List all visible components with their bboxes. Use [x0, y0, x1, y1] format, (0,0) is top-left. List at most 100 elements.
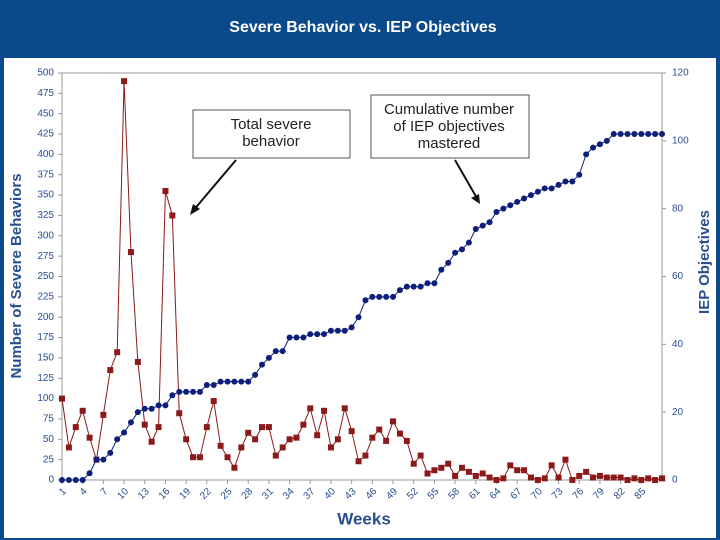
point — [279, 348, 286, 355]
point — [424, 280, 431, 287]
point — [107, 367, 114, 374]
y2-tick-label: 0 — [672, 475, 678, 486]
point — [245, 429, 252, 436]
point — [196, 388, 203, 395]
point — [307, 405, 314, 412]
point — [286, 334, 293, 341]
point — [583, 151, 590, 158]
point — [155, 424, 162, 431]
y-tick-label: 300 — [37, 230, 54, 241]
point — [327, 444, 334, 451]
point — [100, 456, 107, 463]
point — [383, 293, 390, 300]
annotation-box — [192, 109, 351, 159]
point — [321, 407, 328, 414]
point — [86, 434, 93, 441]
point — [486, 219, 493, 226]
point — [631, 131, 638, 138]
y-tick-label: 100 — [37, 393, 54, 404]
point — [472, 472, 479, 479]
point — [252, 436, 259, 443]
point — [293, 334, 300, 341]
point — [169, 212, 176, 219]
annotation-arrowhead — [190, 204, 200, 215]
point — [452, 249, 459, 256]
y2-tick-label: 20 — [672, 407, 684, 418]
point — [438, 464, 445, 471]
point — [576, 472, 583, 479]
point — [603, 474, 610, 481]
point — [541, 185, 548, 192]
point — [162, 188, 169, 195]
point — [121, 429, 128, 436]
point — [514, 467, 521, 474]
point — [59, 477, 65, 483]
point — [148, 438, 155, 445]
point — [321, 331, 328, 338]
point — [293, 434, 300, 441]
point — [624, 477, 631, 483]
annotation-arrow — [191, 159, 237, 213]
point — [596, 472, 603, 479]
y-tick-label: 475 — [37, 88, 54, 99]
point — [348, 428, 355, 435]
point — [562, 178, 569, 185]
y2-tick-label: 100 — [672, 135, 689, 146]
point — [362, 452, 369, 459]
point — [72, 424, 79, 431]
chart-panel — [4, 58, 716, 538]
point — [107, 449, 114, 456]
point — [638, 131, 645, 138]
y-tick-label: 150 — [37, 353, 54, 364]
point — [65, 444, 72, 451]
point — [396, 430, 403, 437]
y-tick-label: 125 — [37, 373, 54, 384]
y-axis-label: Number of Severe Behaviors — [8, 173, 25, 378]
y-tick-label: 175 — [37, 332, 54, 343]
point — [190, 454, 197, 461]
point — [396, 287, 403, 294]
annotation-text: mastered — [418, 135, 481, 152]
point — [445, 259, 452, 266]
point — [259, 424, 265, 431]
point — [659, 131, 665, 138]
point — [479, 470, 486, 477]
y2-axis-label: IEP Objectives — [696, 210, 713, 314]
y2-tick-label: 40 — [672, 339, 684, 350]
point — [376, 293, 383, 300]
point — [590, 474, 597, 481]
point — [576, 171, 583, 178]
point — [162, 402, 169, 409]
point — [541, 475, 548, 482]
point — [465, 239, 472, 246]
point — [155, 402, 162, 409]
point — [217, 442, 224, 449]
y-tick-label: 200 — [37, 312, 54, 323]
point — [238, 378, 245, 385]
y-tick-label: 25 — [43, 454, 55, 465]
point — [486, 474, 493, 481]
y-tick-label: 75 — [43, 414, 55, 425]
point — [417, 452, 424, 459]
point — [341, 327, 348, 334]
point — [617, 131, 624, 138]
point — [362, 297, 369, 304]
point — [507, 202, 514, 209]
point — [631, 475, 638, 482]
point — [603, 137, 610, 144]
point — [438, 266, 445, 273]
point — [590, 144, 597, 151]
x-axis-label: Weeks — [337, 509, 391, 528]
point — [183, 436, 190, 443]
point — [272, 452, 279, 459]
point — [548, 462, 555, 469]
annotation-text: of IEP objectives — [393, 118, 504, 135]
y-tick-label: 400 — [37, 149, 54, 160]
y-tick-label: 500 — [37, 68, 54, 79]
point — [383, 437, 390, 444]
annotation-box — [370, 94, 530, 159]
y-tick-label: 50 — [43, 434, 55, 445]
point — [514, 198, 521, 205]
point — [507, 462, 514, 469]
